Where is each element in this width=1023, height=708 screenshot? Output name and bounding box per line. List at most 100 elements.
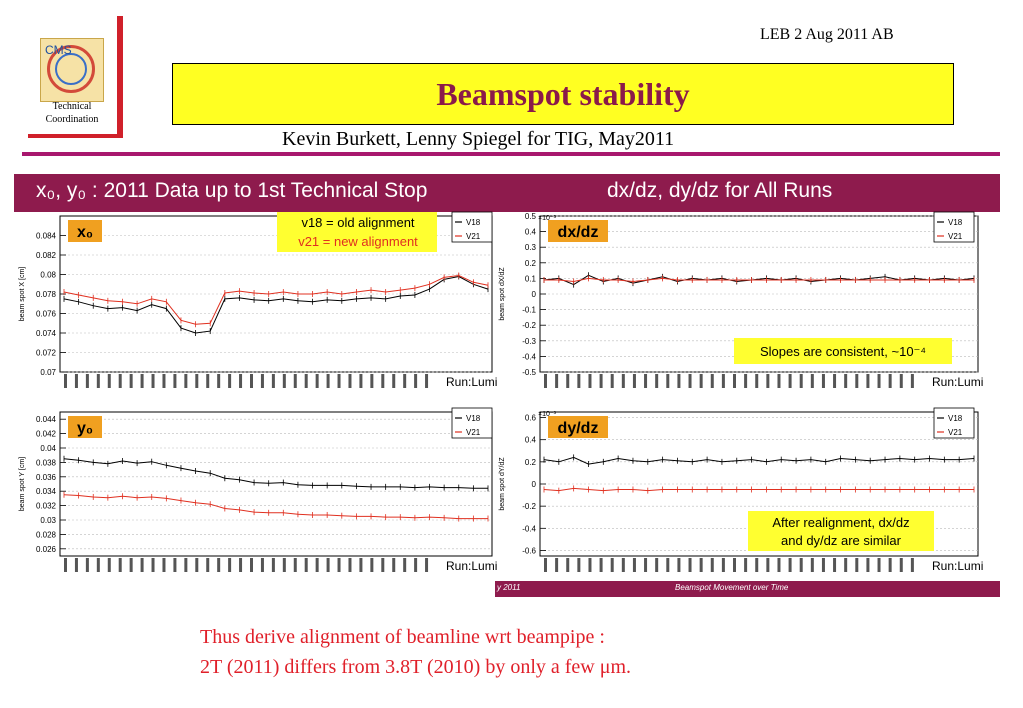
legend-entry: V18 — [466, 218, 481, 227]
authors-line: Kevin Burkett, Lenny Spiegel for TIG, Ma… — [282, 128, 675, 150]
x-tick-cluster — [195, 374, 199, 388]
x-tick-cluster — [162, 374, 166, 388]
x-tick-cluster — [544, 374, 547, 388]
x-tick-cluster — [326, 374, 330, 388]
x-tick-cluster — [844, 374, 848, 388]
y-tick-label: 0.2 — [525, 458, 537, 467]
legend-entry: V18 — [948, 414, 963, 423]
x-tick-cluster — [833, 558, 837, 572]
series-line-v18 — [543, 456, 975, 465]
y-tick-label: -0.4 — [522, 524, 536, 533]
x-tick-cluster — [206, 558, 210, 572]
band-left-title: x₀, y₀ : 2011 Data up to 1st Technical S… — [36, 179, 428, 202]
x-tick-cluster — [282, 374, 286, 388]
x-tick-cluster — [677, 374, 681, 388]
x-tick-cluster — [644, 558, 648, 572]
panel-label: dx/dz — [558, 224, 599, 241]
x-axis-label: Run:Lumi — [932, 559, 983, 573]
x-tick-cluster — [610, 558, 614, 572]
x-tick-cluster — [766, 374, 770, 388]
x-tick-cluster — [744, 374, 748, 388]
x-tick-cluster — [381, 558, 385, 572]
x-tick-cluster — [555, 558, 559, 572]
x-tick-cluster — [260, 374, 264, 388]
y-tick-label: 0.074 — [36, 329, 57, 338]
x-tick-cluster — [381, 374, 385, 388]
conclusion-line-1: Thus derive alignment of beamline wrt be… — [200, 626, 605, 648]
footer-center: Beamspot Movement over Time — [675, 583, 789, 592]
x-tick-cluster — [821, 558, 825, 572]
x-tick-cluster — [64, 558, 67, 572]
x-tick-cluster — [392, 374, 396, 388]
y-tick-label: 0.08 — [40, 271, 56, 280]
x-tick-cluster — [621, 374, 625, 388]
accent-bar-horizontal — [28, 134, 123, 138]
conclusion: Thus derive alignment of beamline wrt be… — [200, 622, 631, 682]
x-tick-cluster — [359, 558, 363, 572]
panel-label: dy/dz — [558, 420, 599, 437]
x-tick-cluster — [337, 558, 341, 572]
band-right-title: dx/dz, dy/dz for All Runs — [607, 179, 833, 202]
x-tick-cluster — [151, 558, 155, 572]
band-right: dx/dz, dy/dz for All Runs — [495, 174, 1000, 212]
y-tick-label: 0.076 — [36, 310, 57, 319]
logo-ring-inner — [55, 53, 87, 85]
x-tick-cluster — [799, 374, 803, 388]
x-tick-cluster — [403, 374, 407, 388]
y-tick-label: 0.042 — [36, 430, 57, 439]
x-tick-cluster — [566, 558, 570, 572]
x-tick-cluster — [293, 558, 297, 572]
x-tick-cluster — [677, 558, 681, 572]
x-tick-cluster — [260, 558, 264, 572]
annotation-realign-2: and dy/dz are similar — [781, 533, 902, 548]
panel-label-box — [68, 416, 102, 438]
annotation-new: v21 = new alignment — [298, 234, 418, 249]
footer-left: y 2011 — [497, 583, 521, 592]
y-tick-label: 0.044 — [36, 415, 57, 424]
legend-box — [933, 407, 975, 439]
x-tick-cluster — [326, 558, 330, 572]
x-tick-cluster — [788, 558, 792, 572]
x-tick-cluster — [655, 374, 659, 388]
panel-label: x₀ — [77, 224, 93, 241]
x-tick-cluster — [107, 374, 111, 388]
x-tick-cluster — [304, 374, 308, 388]
x-tick-cluster — [699, 374, 703, 388]
x-tick-cluster — [566, 374, 570, 388]
x-tick-cluster — [788, 374, 792, 388]
x-tick-cluster — [644, 374, 648, 388]
logo-caption-line-2: Coordination — [45, 114, 99, 125]
x-tick-cluster — [392, 558, 396, 572]
y-tick-label: 0.3 — [525, 243, 537, 252]
x-tick-cluster — [733, 558, 736, 572]
x-tick-cluster — [555, 374, 559, 388]
annotation-box — [734, 338, 952, 364]
x-tick-cluster — [173, 374, 177, 388]
x-tick-cluster — [370, 374, 374, 388]
x-tick-cluster — [588, 374, 592, 388]
x-tick-cluster — [855, 374, 859, 388]
annotation-slopes: Slopes are consistent, ~10⁻⁴ — [760, 344, 926, 359]
x-tick-cluster — [899, 558, 903, 572]
x-tick-cluster — [910, 374, 914, 388]
series-line-v21 — [63, 274, 489, 325]
x-tick-cluster — [766, 558, 770, 572]
x-tick-cluster — [888, 558, 892, 572]
y-tick-label: -0.3 — [522, 337, 536, 346]
x-tick-cluster — [315, 558, 319, 572]
legend-entry: V21 — [948, 232, 963, 241]
y-axis-label: beam spot Y [cm] — [19, 457, 26, 511]
x-tick-cluster — [425, 558, 429, 572]
y-tick-label: -0.6 — [522, 546, 536, 555]
x-tick-cluster — [250, 374, 253, 388]
x-tick-cluster — [348, 374, 352, 388]
panel-label-box — [68, 220, 102, 242]
x-tick-cluster — [877, 374, 881, 388]
x-tick-cluster — [304, 558, 308, 572]
y-axis-label: beam spot X [cm] — [19, 267, 26, 322]
x-tick-cluster — [64, 374, 67, 388]
x-tick-cluster — [833, 374, 837, 388]
x-tick-cluster — [348, 558, 352, 572]
legend-entry: V18 — [466, 414, 481, 423]
